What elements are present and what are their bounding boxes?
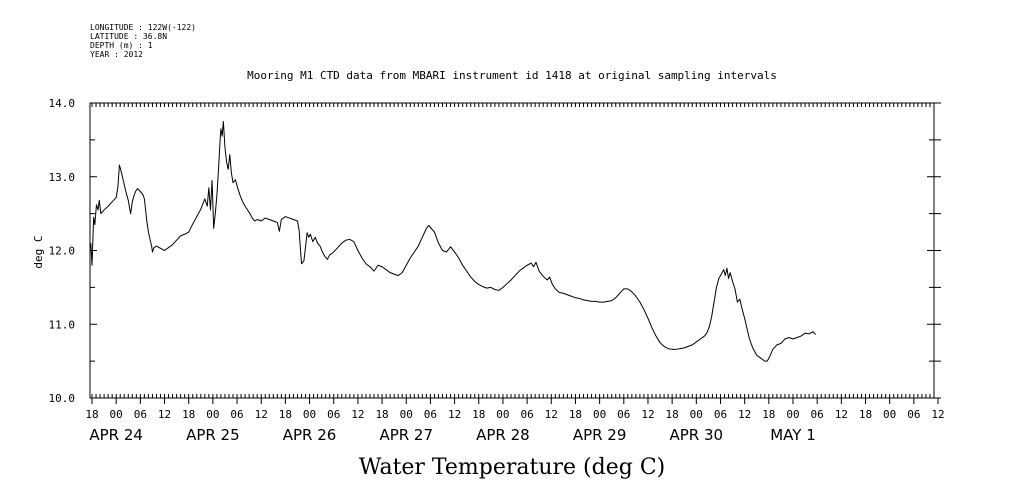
y-tick-label: 11.0 bbox=[49, 318, 76, 331]
x-tick-label: 06 bbox=[134, 408, 147, 421]
plot-area: 18 00 06 12 18 00 06 12 18 00 06 12 18 00 06 12 18 00 06 12… bbox=[49, 97, 945, 444]
y-tick-label: 13.0 bbox=[49, 171, 76, 184]
x-tick-label: 12 bbox=[835, 408, 848, 421]
x-tick-label: 18 bbox=[279, 408, 292, 421]
x-tick-label: 12 bbox=[351, 408, 364, 421]
x-tick-label: 12 bbox=[931, 408, 944, 421]
x-tick-label: 00 bbox=[303, 408, 316, 421]
x-tick-label: 00 bbox=[400, 408, 413, 421]
plot-frame bbox=[89, 102, 935, 399]
year-text: YEAR : 2012 bbox=[90, 50, 143, 59]
x-tick-label: 06 bbox=[617, 408, 630, 421]
x-tick-label: 18 bbox=[762, 408, 775, 421]
x-tick-label: 00 bbox=[883, 408, 896, 421]
x-tick-label: 06 bbox=[230, 408, 243, 421]
longitude-text: LONGITUDE : 122W(-122) bbox=[90, 23, 196, 32]
x-tick-label: 18 bbox=[375, 408, 388, 421]
chart-title: Mooring M1 CTD data from MBARI instrumen… bbox=[247, 69, 777, 82]
x-tick-label: 00 bbox=[110, 408, 123, 421]
depth-text: DEPTH (m) : 1 bbox=[90, 41, 153, 50]
x-date-label: APR 27 bbox=[379, 426, 433, 444]
y-tick-label: 10.0 bbox=[49, 392, 76, 405]
x-minor-ticks bbox=[91, 103, 935, 398]
latitude-text: LATITUDE : 36.8N bbox=[90, 32, 167, 41]
x-tick-label: 12 bbox=[641, 408, 654, 421]
x-tick-label: 18 bbox=[472, 408, 485, 421]
header-block: LONGITUDE : 122W(-122) LATITUDE : 36.8N … bbox=[90, 23, 196, 59]
x-tick-label: 18 bbox=[85, 408, 98, 421]
y-tick-label: 14.0 bbox=[49, 97, 76, 110]
x-tick-label: 12 bbox=[255, 408, 268, 421]
x-date-label: APR 30 bbox=[670, 426, 724, 444]
x-tick-label: 00 bbox=[690, 408, 703, 421]
x-tick-label: 18 bbox=[666, 408, 679, 421]
x-tick-label: 18 bbox=[182, 408, 195, 421]
x-tick-label: 00 bbox=[496, 408, 509, 421]
x-date-label: MAY 1 bbox=[770, 426, 816, 444]
x-tick-label: 18 bbox=[859, 408, 872, 421]
x-tick-label: 00 bbox=[593, 408, 606, 421]
x-tick-label: 00 bbox=[786, 408, 799, 421]
x-tick-label: 12 bbox=[545, 408, 558, 421]
x-tick-label: 06 bbox=[714, 408, 727, 421]
x-tick-label: 12 bbox=[738, 408, 751, 421]
y-tick-label: 12.0 bbox=[49, 245, 76, 258]
x-tick-label: 06 bbox=[907, 408, 920, 421]
series-line bbox=[90, 120, 816, 362]
x-tick-label: 18 bbox=[569, 408, 582, 421]
y-ticks bbox=[90, 102, 941, 399]
x-date-label: APR 29 bbox=[573, 426, 627, 444]
x-tick-label: 06 bbox=[520, 408, 533, 421]
x-tick-label: 06 bbox=[811, 408, 824, 421]
x-date-label: APR 28 bbox=[476, 426, 530, 444]
x-tick-label: 12 bbox=[448, 408, 461, 421]
x-tick-label: 06 bbox=[327, 408, 340, 421]
x-tick-label: 00 bbox=[206, 408, 219, 421]
x-tick-label: 12 bbox=[158, 408, 171, 421]
x-axis-label: Water Temperature (deg C) bbox=[359, 455, 666, 480]
x-date-label: APR 26 bbox=[283, 426, 337, 444]
y-axis-label: deg C bbox=[32, 235, 45, 268]
x-tick-label: 06 bbox=[424, 408, 437, 421]
x-date-label: APR 25 bbox=[186, 426, 240, 444]
x-date-label: APR 24 bbox=[89, 426, 143, 444]
